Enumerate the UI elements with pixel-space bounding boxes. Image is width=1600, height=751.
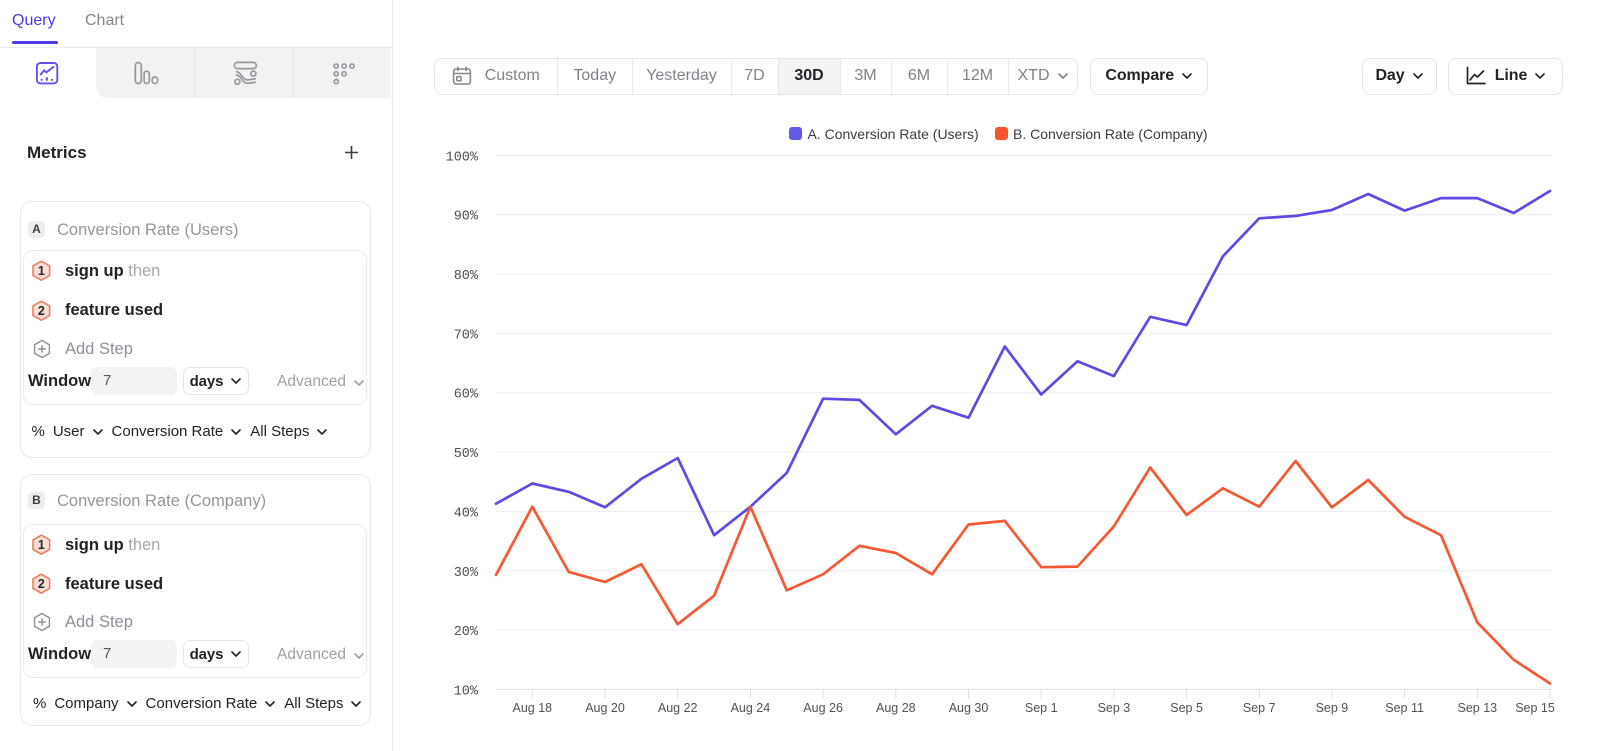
svg-text:Aug 20: Aug 20	[585, 701, 625, 715]
svg-text:80%: 80%	[454, 269, 479, 284]
svg-text:30%: 30%	[454, 566, 479, 581]
svg-text:10%: 10%	[454, 684, 479, 699]
svg-text:2: 2	[38, 577, 45, 591]
svg-text:Aug 18: Aug 18	[512, 701, 552, 715]
svg-text:Sep 13: Sep 13	[1457, 701, 1497, 715]
svg-text:Sep 9: Sep 9	[1316, 701, 1349, 715]
svg-text:20%: 20%	[454, 625, 479, 640]
svg-text:Aug 22: Aug 22	[658, 701, 698, 715]
svg-text:Sep 5: Sep 5	[1170, 701, 1203, 715]
svg-text:Aug 28: Aug 28	[876, 701, 916, 715]
svg-text:Sep 3: Sep 3	[1098, 701, 1131, 715]
svg-text:Sep 7: Sep 7	[1243, 701, 1276, 715]
svg-text:70%: 70%	[454, 328, 479, 343]
svg-text:60%: 60%	[454, 388, 479, 403]
svg-text:1: 1	[38, 264, 45, 278]
svg-text:90%: 90%	[454, 210, 479, 225]
svg-text:40%: 40%	[454, 506, 479, 521]
svg-text:Sep 1: Sep 1	[1025, 701, 1058, 715]
svg-text:Aug 26: Aug 26	[803, 701, 843, 715]
svg-text:100%: 100%	[446, 150, 479, 165]
svg-text:2: 2	[38, 304, 45, 318]
svg-text:Sep 15: Sep 15	[1515, 701, 1555, 715]
svg-text:1: 1	[38, 538, 45, 552]
svg-text:Sep 11: Sep 11	[1385, 701, 1424, 715]
svg-text:50%: 50%	[454, 447, 479, 462]
svg-text:Aug 24: Aug 24	[731, 701, 771, 715]
svg-text:Aug 30: Aug 30	[949, 701, 989, 715]
